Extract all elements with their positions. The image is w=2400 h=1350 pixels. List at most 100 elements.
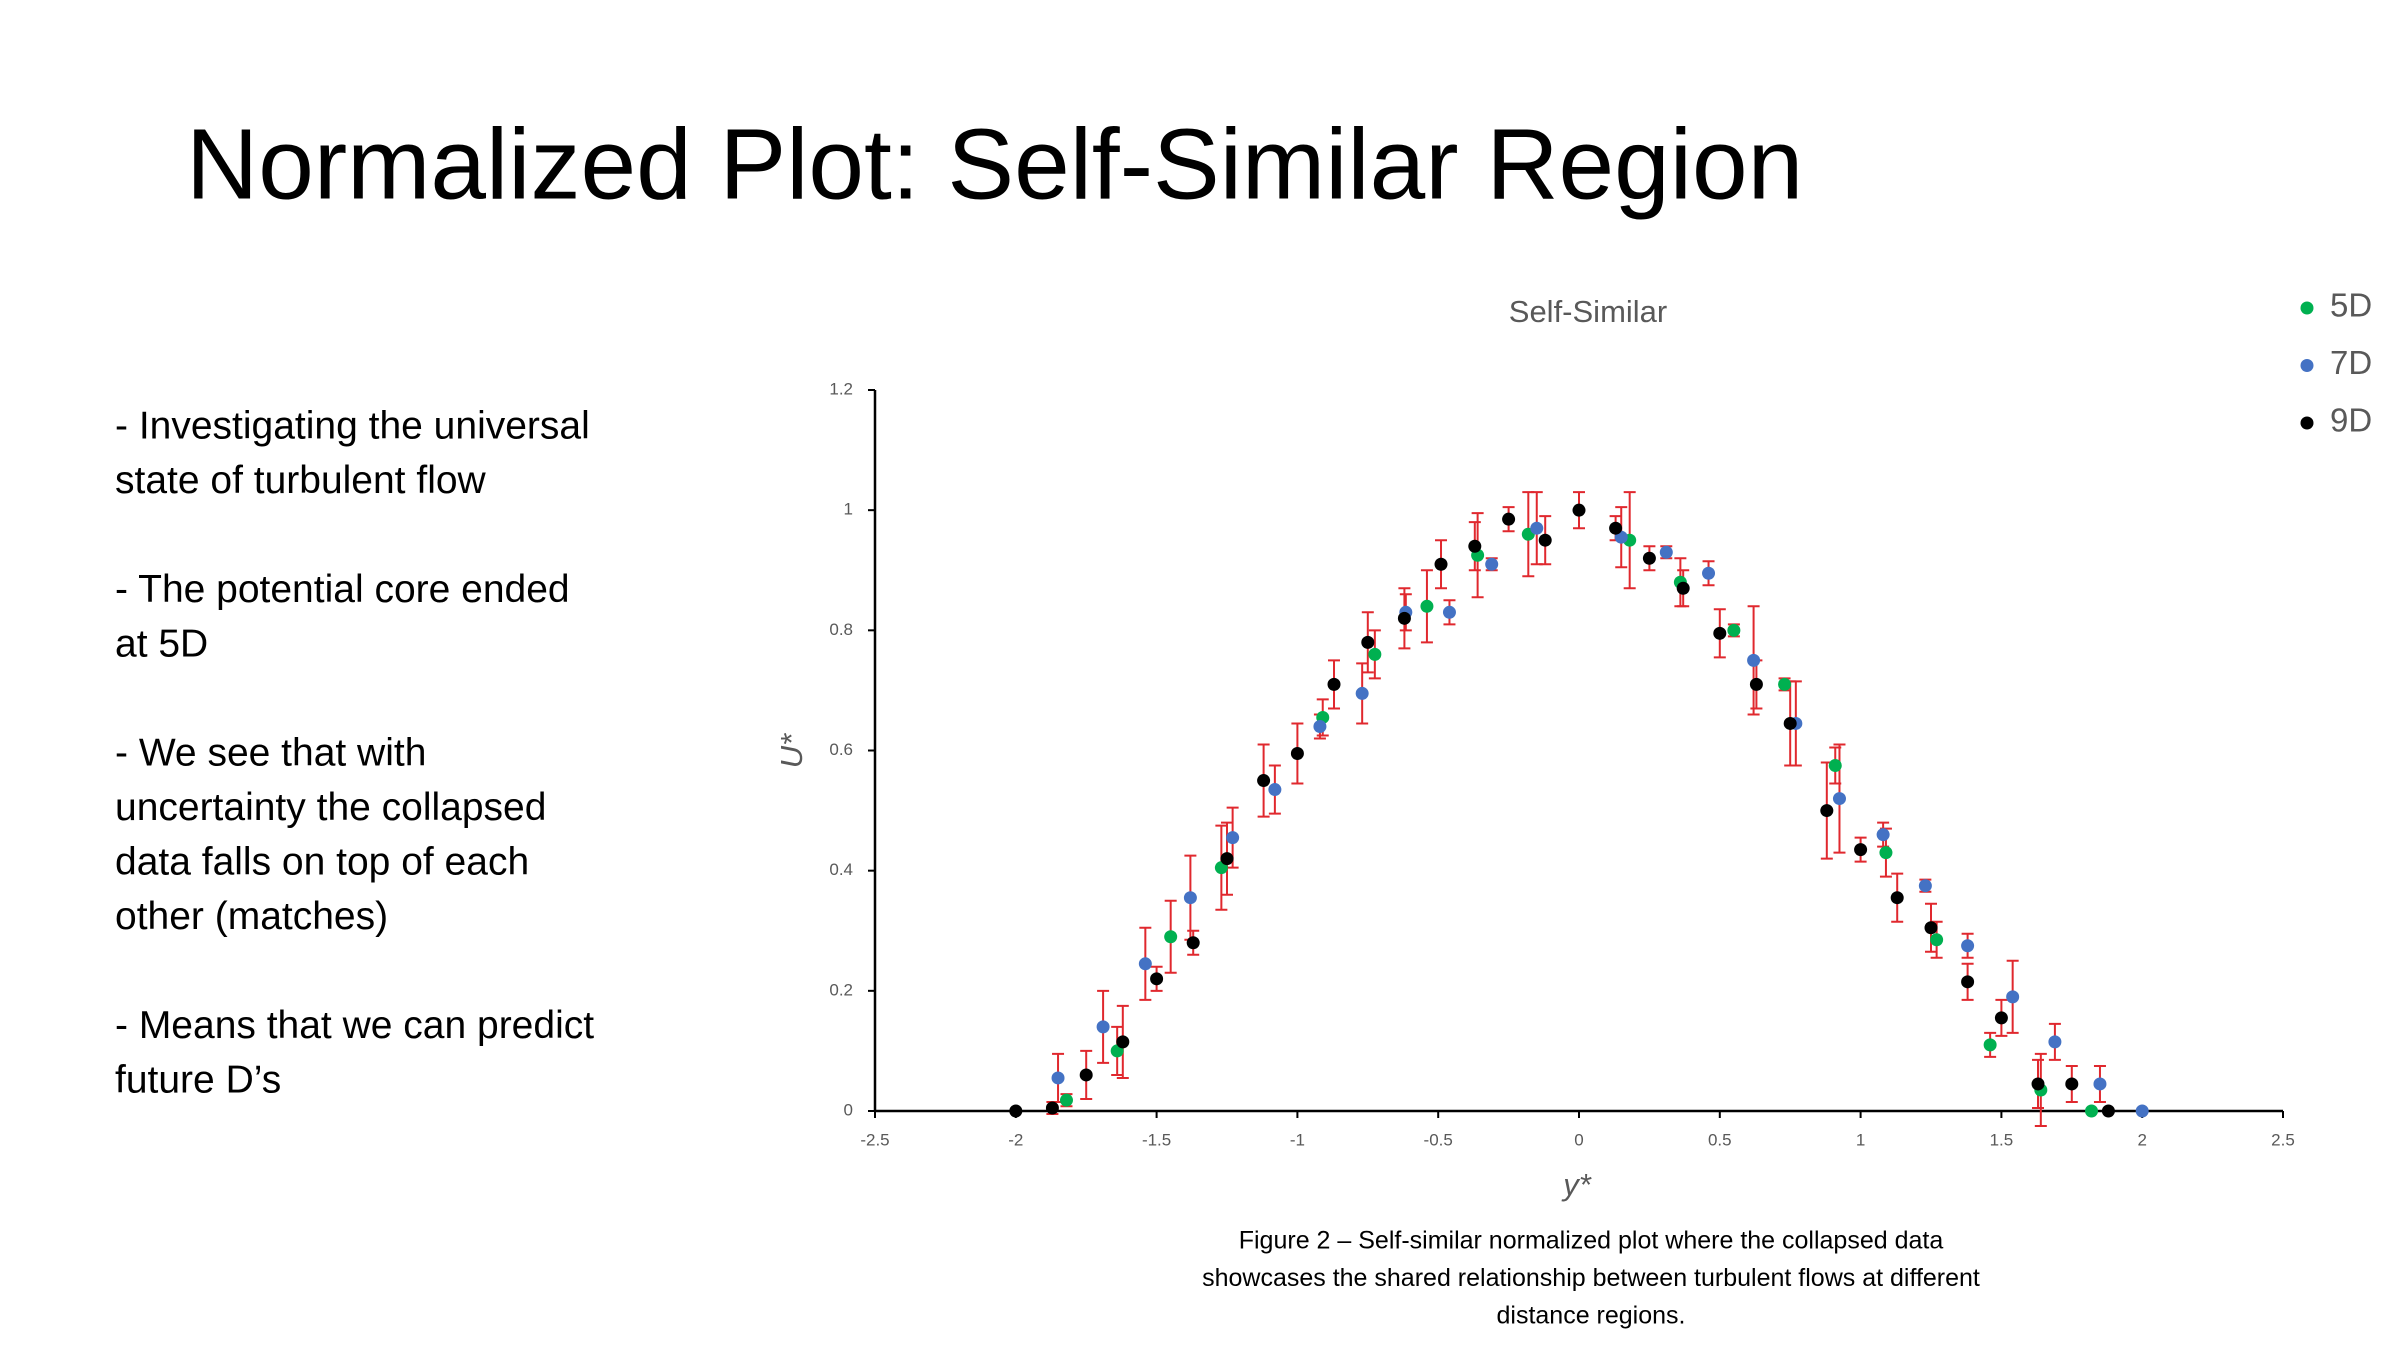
data-point [1397, 611, 1411, 625]
caption: distance regions. [1496, 1302, 1685, 1330]
data-point [1355, 686, 1369, 700]
x-tick-label: 1.5 [1990, 1130, 2014, 1149]
data-point [1702, 566, 1716, 580]
data-point [1290, 747, 1304, 761]
caption: showcases the shared relationship betwee… [1202, 1264, 1980, 1292]
x-tick-label: -1 [1290, 1130, 1305, 1149]
data-point [1226, 831, 1240, 845]
data-point [1079, 1068, 1093, 1082]
legend-marker [2300, 416, 2314, 430]
data-point [1059, 1093, 1073, 1107]
data-point [1327, 677, 1341, 691]
y-tick-label: 0 [844, 1100, 853, 1119]
data-point [1609, 521, 1623, 535]
data-point [1530, 521, 1544, 535]
y-tick-label: 0.4 [829, 860, 853, 879]
data-point [1924, 921, 1938, 935]
data-point [1009, 1104, 1023, 1118]
y-tick-label: 1 [844, 500, 853, 519]
data-point [1961, 975, 1975, 989]
y-tick-label: 0.6 [829, 740, 853, 759]
bullet-text: future D’s [115, 1058, 281, 1101]
data-point [1642, 551, 1656, 565]
bullet-text: - Investigating the universal [115, 404, 590, 447]
data-point [1747, 653, 1761, 667]
data-point [1778, 677, 1792, 691]
caption: Figure 2 – Self-similar normalized plot … [1239, 1227, 1944, 1255]
legend-marker [2300, 359, 2314, 372]
data-point [1485, 557, 1499, 571]
data-point [1879, 846, 1893, 860]
x-tick-label: 0 [1574, 1130, 1583, 1149]
x-tick-label: 1 [1856, 1130, 1865, 1149]
data-point [1051, 1071, 1065, 1085]
bullet-text: data falls on top of each [115, 840, 529, 883]
x-tick-label: 0.5 [1708, 1130, 1732, 1149]
data-point [1828, 759, 1842, 773]
bullet-text: at 5D [115, 622, 208, 665]
data-point [2135, 1104, 2149, 1118]
legend-label: 9D [2330, 402, 2372, 439]
data-point [2048, 1035, 2062, 1049]
bullet-text: - The potential core ended [115, 568, 570, 611]
slide-title: Normalized Plot: Self-Similar Region [186, 108, 1803, 220]
data-point [1220, 852, 1234, 866]
data-point [1468, 539, 1482, 553]
bullet-text: - We see that with [115, 731, 426, 774]
y-tick-label: 0.2 [829, 980, 853, 999]
data-point [2101, 1104, 2115, 1118]
data-point [1434, 557, 1448, 571]
data-point [1983, 1038, 1997, 1052]
x-tick-label: -0.5 [1424, 1130, 1453, 1149]
data-point [2031, 1077, 2045, 1091]
data-point [1116, 1035, 1130, 1049]
legend-marker [2300, 301, 2314, 315]
data-point [1713, 626, 1727, 640]
chart-title: Self-Similar [1509, 294, 1667, 329]
data-point [2093, 1077, 2107, 1091]
data-point [2006, 990, 2020, 1004]
x-tick-label: -1.5 [1142, 1130, 1171, 1149]
data-point [1045, 1101, 1059, 1115]
data-point [1313, 719, 1327, 733]
data-point [1890, 891, 1904, 905]
x-tick-label: -2.5 [860, 1130, 889, 1149]
data-point [1361, 635, 1375, 649]
bullet-text: other (matches) [115, 895, 388, 938]
data-point [1186, 936, 1200, 950]
data-point [1832, 792, 1846, 806]
data-point [1918, 879, 1932, 893]
data-point [1164, 930, 1178, 944]
data-point [2085, 1104, 2099, 1118]
x-tick-label: 2.5 [2271, 1130, 2295, 1149]
data-point [2065, 1077, 2079, 1091]
data-point [1502, 512, 1516, 526]
y-tick-label: 1.2 [829, 379, 853, 398]
data-point [1727, 623, 1741, 637]
data-point [1268, 783, 1282, 797]
data-point [1138, 957, 1152, 971]
data-point [1257, 774, 1271, 788]
data-point [1368, 647, 1382, 661]
data-point [1572, 503, 1586, 517]
data-point [1930, 933, 1944, 947]
legend-label: 7D [2330, 344, 2372, 381]
y-axis-label: U* [774, 733, 809, 768]
y-tick-label: 0.8 [829, 620, 853, 639]
data-point [1854, 843, 1868, 857]
x-axis-label: y* [1561, 1167, 1592, 1202]
data-point [1961, 939, 1975, 953]
data-point [1659, 545, 1673, 559]
data-point [1442, 605, 1456, 619]
data-point [1150, 972, 1164, 986]
data-point [1183, 891, 1197, 905]
data-point [1994, 1011, 2008, 1025]
bullet-text: uncertainty the collapsed [115, 786, 546, 829]
x-tick-label: 2 [2137, 1130, 2146, 1149]
data-point [1420, 599, 1434, 613]
data-point [1820, 804, 1834, 818]
bullet-text: state of turbulent flow [115, 459, 487, 502]
data-point [1676, 581, 1690, 595]
